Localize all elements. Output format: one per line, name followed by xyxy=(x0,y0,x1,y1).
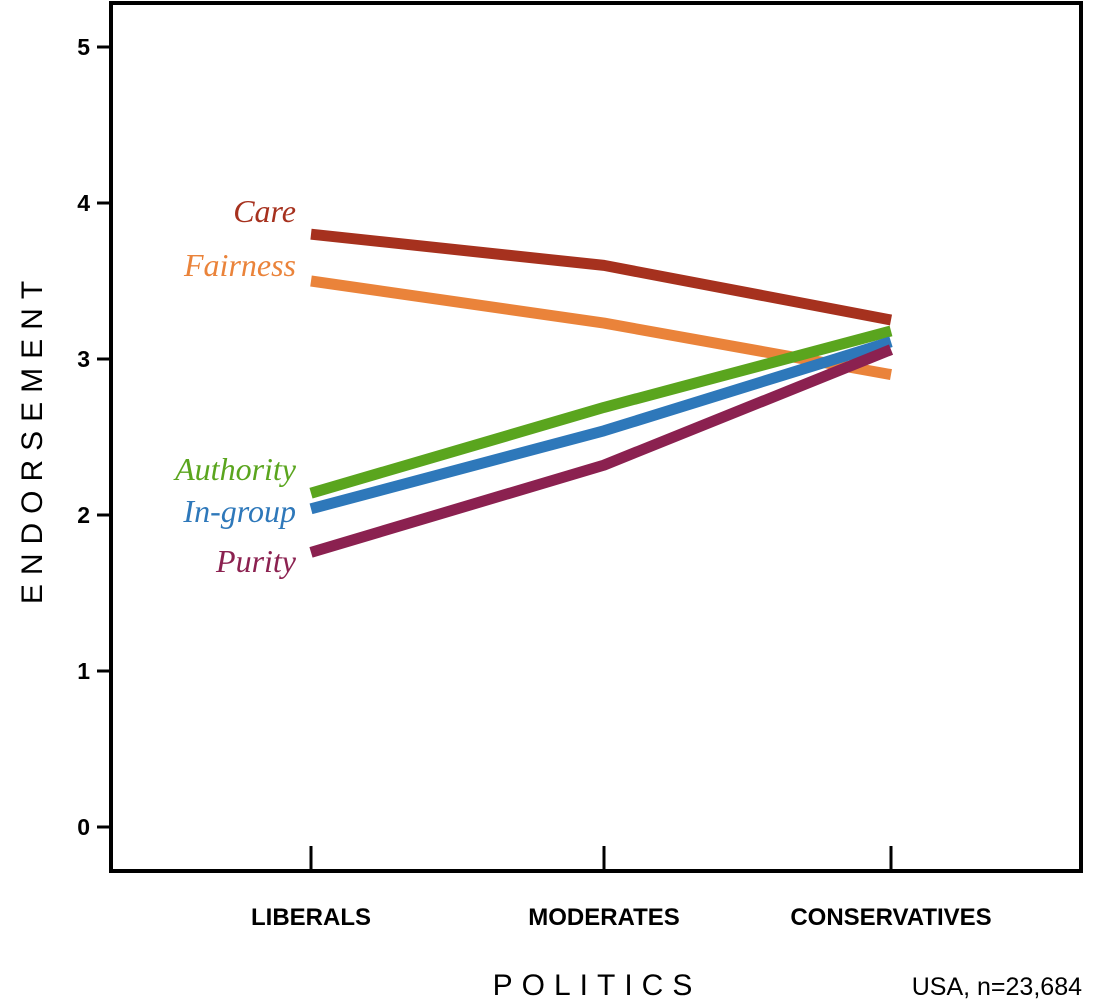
y-tick-label-1: 1 xyxy=(77,658,90,684)
series-label-in-group: In-group xyxy=(182,493,296,529)
series-label-fairness: Fairness xyxy=(183,247,296,283)
x-tick-label-liberals: LIBERALS xyxy=(251,904,371,931)
x-tick-label-conservatives: CONSERVATIVES xyxy=(790,904,991,931)
series-label-care: Care xyxy=(233,193,296,229)
y-axis-title: ENDORSEMENT xyxy=(16,272,49,604)
x-axis-title: POLITICS xyxy=(493,969,702,1002)
series-line-in-group xyxy=(309,336,893,515)
y-tick-label-5: 5 xyxy=(77,34,90,60)
y-tick-label-2: 2 xyxy=(77,502,90,528)
series-labels: Care Fairness Authority In-group Purity xyxy=(173,193,297,579)
y-tick-label-0: 0 xyxy=(77,814,90,840)
plot-frame xyxy=(109,1,1083,873)
series-label-authority: Authority xyxy=(173,451,297,487)
sample-note: USA, n=23,684 xyxy=(912,973,1082,1001)
series-label-purity: Purity xyxy=(215,543,297,579)
series-line-purity xyxy=(309,344,894,558)
y-tick-label-4: 4 xyxy=(77,190,90,216)
y-axis: 0 1 2 3 4 5 xyxy=(77,34,111,840)
x-axis: LIBERALS MODERATES CONSERVATIVES xyxy=(251,846,992,931)
x-tick-label-moderates: MODERATES xyxy=(528,904,680,931)
y-tick-label-3: 3 xyxy=(77,346,90,372)
series-lines xyxy=(309,228,894,558)
series-line-authority xyxy=(309,325,893,499)
series-line-care xyxy=(310,228,893,326)
series-line-fairness xyxy=(310,275,892,381)
